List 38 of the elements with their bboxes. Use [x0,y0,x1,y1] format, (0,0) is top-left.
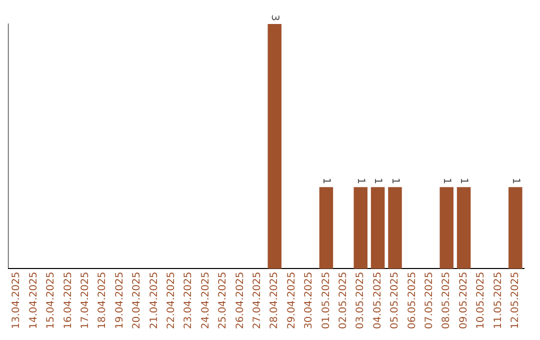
x-tick-label: 30.04.2025 [304,272,315,330]
x-tick-label: 21.04.2025 [148,272,160,330]
x-tick-label: 24.04.2025 [200,272,212,330]
x-tick-label: 06.05.2025 [406,272,418,330]
x-tick-label: 28.04.2025 [269,272,280,330]
x-tick-label: 23.04.2025 [183,272,194,330]
data-label: 1 [510,178,521,184]
x-tick-label: 18.04.2025 [97,272,108,330]
x-tick-label: 11.05.2025 [492,272,504,330]
data-label: 1 [355,178,366,184]
x-tick-label: 09.05.2025 [458,272,470,330]
x-tick-label: 05.05.2025 [390,272,401,330]
x-tick-label: 08.05.2025 [441,272,452,330]
x-tick-label: 15.04.2025 [46,272,57,330]
x-tick-label: 10.05.2025 [476,272,487,330]
data-label: 1 [320,178,332,184]
data-label: 1 [458,178,470,184]
x-tick-label: 14.04.2025 [28,272,40,330]
x-tick-label: 25.04.2025 [218,272,229,330]
data-label: 1 [441,178,452,184]
x-tick-label: 29.04.2025 [286,272,298,330]
x-tick-label: 01.05.2025 [320,272,332,330]
x-tick-label: 27.04.2025 [252,272,263,330]
x-tick-label: 19.04.2025 [114,272,126,330]
x-tick-label: 07.05.2025 [424,272,435,330]
x-tick-label: 12.05.2025 [510,272,521,330]
x-tick-label: 20.04.2025 [132,272,143,330]
x-tick-label: 26.04.2025 [234,272,246,330]
x-tick-label: 04.05.2025 [372,272,384,330]
data-label: 1 [389,178,400,184]
x-tick-label: 02.05.2025 [338,272,349,330]
x-tick-label: 16.04.2025 [62,272,74,330]
data-label: 1 [372,178,384,184]
x-tick-label: 22.04.2025 [166,272,177,330]
data-label: 3 [269,14,280,21]
x-tick-label: 13.04.2025 [11,272,22,330]
x-tick-label: 03.05.2025 [355,272,366,330]
x-tick-label: 17.04.2025 [80,272,91,330]
